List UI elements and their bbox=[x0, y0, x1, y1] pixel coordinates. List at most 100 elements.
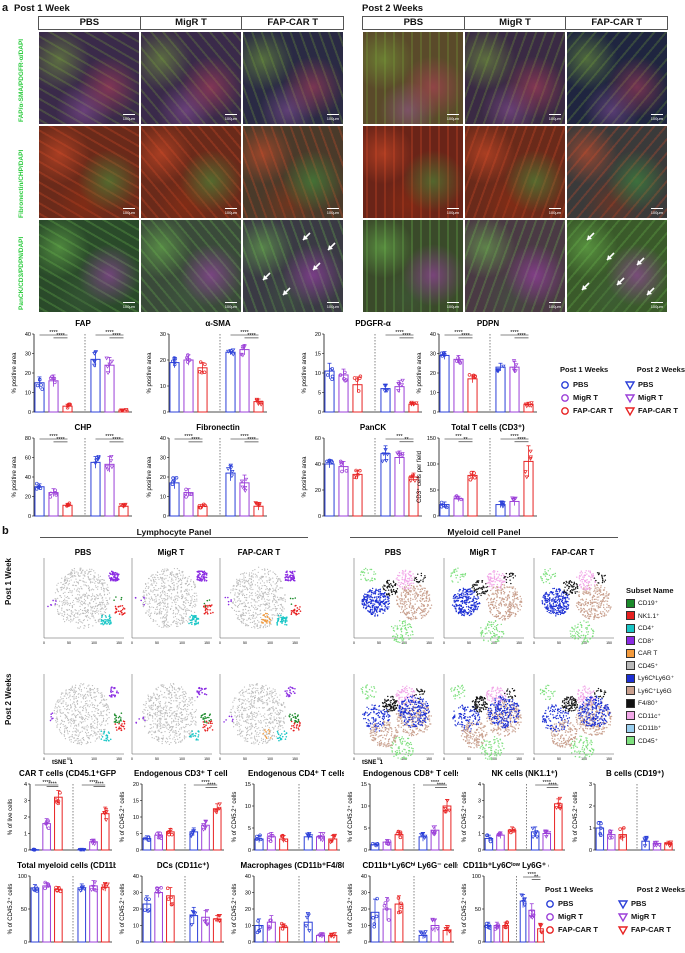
tsne-point bbox=[264, 573, 265, 574]
tsne-point bbox=[178, 578, 179, 579]
tsne-point bbox=[61, 587, 62, 588]
bar bbox=[35, 487, 44, 516]
tsne-point bbox=[194, 584, 195, 585]
tsne-cluster-point bbox=[491, 624, 492, 625]
tsne-point bbox=[165, 587, 166, 588]
tsne-cluster-point bbox=[602, 578, 603, 579]
tsne-cluster-point bbox=[379, 610, 380, 611]
tsne-cluster-point bbox=[415, 598, 416, 599]
tsne-point bbox=[95, 606, 96, 607]
tsne-point bbox=[71, 573, 72, 574]
tsne-cluster-point bbox=[109, 614, 111, 616]
tsne-cluster-point bbox=[455, 597, 456, 598]
tsne-group-title: PBS bbox=[385, 548, 402, 557]
tsne-cluster-point bbox=[599, 607, 600, 608]
tsne-cluster-point bbox=[407, 632, 408, 633]
tsne-cluster-point bbox=[384, 609, 385, 610]
tsne-cluster-point bbox=[575, 593, 576, 594]
tsne-cluster-point bbox=[269, 618, 271, 620]
y-tick-label: 0 bbox=[318, 410, 321, 416]
tsne-cluster-point bbox=[586, 579, 587, 580]
tsne-cluster-point bbox=[596, 585, 597, 586]
tsne-cluster-point bbox=[371, 578, 372, 579]
tsne-point bbox=[80, 609, 81, 610]
tsne-point bbox=[245, 623, 246, 624]
tsne-point bbox=[155, 598, 156, 599]
tsne-cluster-point bbox=[474, 604, 475, 605]
significance-label: *** bbox=[455, 434, 462, 440]
tsne-cluster-point bbox=[463, 609, 464, 610]
tsne-cluster-point bbox=[410, 598, 411, 599]
tsne-row2-label: Post 2 Weeks bbox=[4, 674, 13, 725]
tsne-point bbox=[78, 610, 79, 611]
tsne-cluster-point bbox=[564, 590, 565, 591]
tsne-cluster-point bbox=[405, 595, 406, 596]
tsne-cluster-point bbox=[483, 593, 484, 594]
tsne-point bbox=[176, 607, 177, 608]
tsne-point bbox=[238, 605, 239, 606]
tsne-cluster-point bbox=[403, 588, 404, 589]
tsne-point bbox=[173, 617, 174, 618]
tsne-cluster-point bbox=[410, 594, 411, 595]
tsne-point bbox=[72, 605, 73, 606]
tsne-cluster-point bbox=[388, 598, 389, 599]
tsne-cluster-point bbox=[429, 600, 430, 601]
tsne-point bbox=[261, 598, 262, 599]
tsne-cluster-point bbox=[414, 576, 415, 577]
tsne-point bbox=[78, 582, 79, 583]
tsne-cluster-point bbox=[378, 596, 379, 597]
tsne-cluster-point bbox=[470, 597, 471, 598]
micrograph-tile: 100μm bbox=[140, 219, 242, 313]
tsne-cluster-point bbox=[507, 618, 508, 619]
tsne-cluster-point bbox=[454, 597, 455, 598]
tsne-point bbox=[148, 598, 149, 599]
tsne-cluster-point bbox=[585, 637, 586, 638]
tsne-cluster-point bbox=[564, 591, 565, 592]
tsne-point bbox=[108, 590, 109, 591]
tsne-cluster-point bbox=[495, 606, 496, 607]
tsne-point bbox=[184, 591, 185, 592]
tsne-cluster-point bbox=[378, 594, 379, 595]
tsne-cluster-point bbox=[515, 588, 516, 589]
tsne-point bbox=[143, 595, 144, 596]
tsne-cluster-point bbox=[583, 591, 584, 592]
tsne-point bbox=[275, 608, 276, 609]
tsne-point bbox=[260, 610, 261, 611]
tsne-point bbox=[97, 595, 98, 596]
tsne-cluster-point bbox=[375, 606, 376, 607]
tsne-cluster-point bbox=[602, 601, 603, 602]
tsne-point bbox=[238, 593, 239, 594]
tsne-point bbox=[86, 585, 87, 586]
tsne-point bbox=[96, 612, 97, 613]
tsne-point bbox=[87, 598, 88, 599]
tsne-point bbox=[175, 579, 176, 580]
tsne-cluster-point bbox=[602, 611, 603, 612]
tsne-point bbox=[242, 579, 243, 580]
tsne-cluster-point bbox=[472, 592, 473, 593]
tsne-point bbox=[240, 615, 241, 616]
tsne-point bbox=[71, 579, 72, 580]
tsne-point bbox=[185, 577, 186, 578]
week1-group-header: PBS MigR T FAP-CAR T bbox=[38, 16, 344, 30]
tsne-point bbox=[271, 614, 272, 615]
tsne-cluster-point bbox=[600, 601, 601, 602]
tsne-point bbox=[183, 618, 184, 619]
tsne-point bbox=[91, 607, 92, 608]
tsne-cluster-point bbox=[466, 612, 467, 613]
tsne-cluster-point bbox=[388, 589, 389, 590]
tsne-cluster-point bbox=[55, 603, 57, 605]
tsne-point bbox=[267, 626, 268, 627]
tsne-cluster-point bbox=[594, 616, 595, 617]
tsne-cluster-point bbox=[399, 642, 400, 643]
tsne-point bbox=[94, 576, 95, 577]
tsne-point bbox=[78, 583, 79, 584]
tsne-point bbox=[79, 594, 80, 595]
tsne-point bbox=[159, 609, 160, 610]
tsne-cluster-point bbox=[413, 616, 414, 617]
tsne-cluster-point bbox=[517, 597, 518, 598]
tsne-cluster-point bbox=[203, 577, 205, 579]
tsne-point bbox=[149, 616, 150, 617]
tsne-point bbox=[97, 586, 98, 587]
